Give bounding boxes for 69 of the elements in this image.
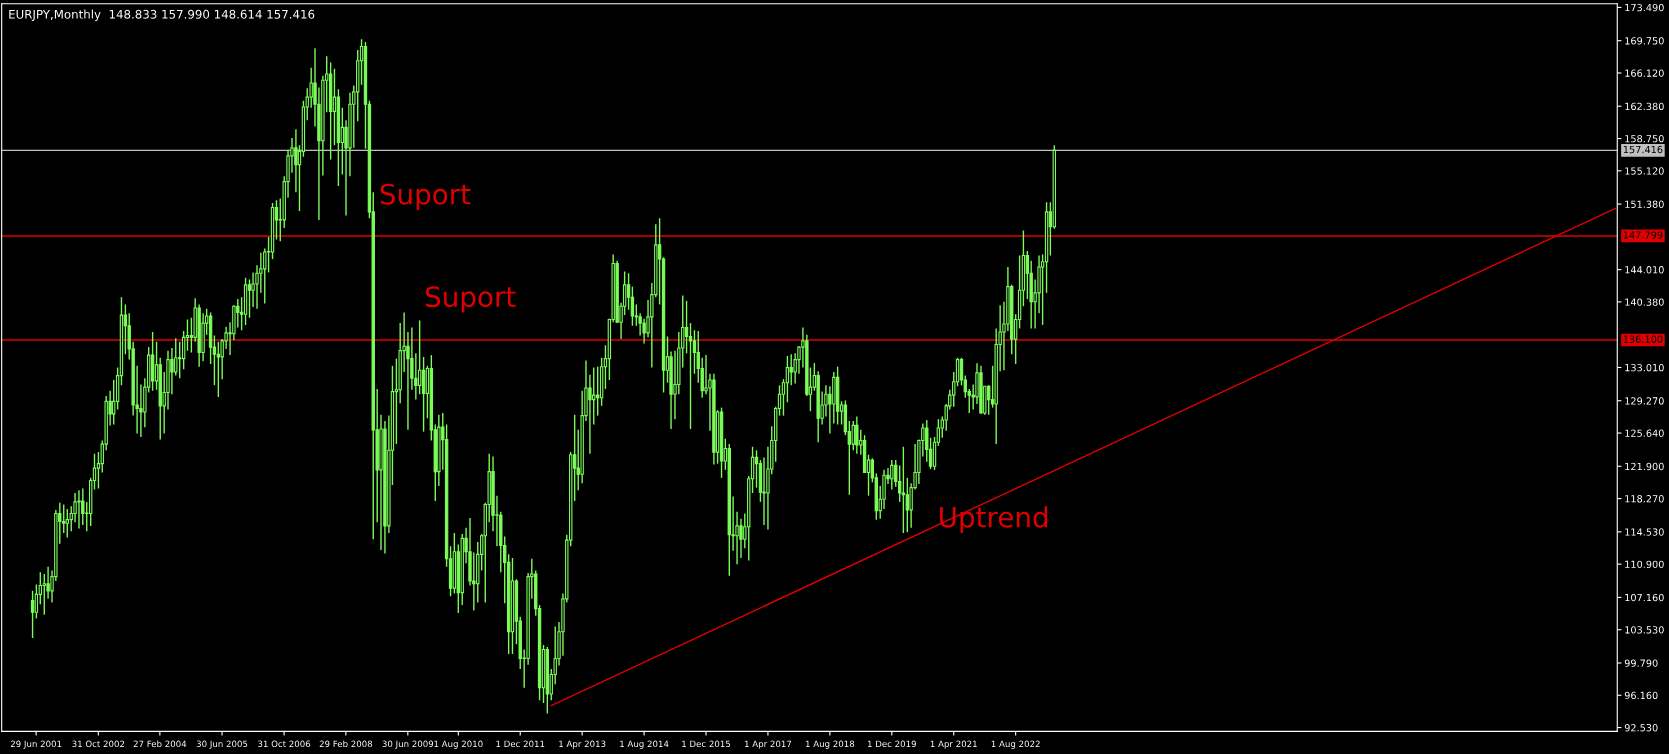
candlestick <box>30 590 35 639</box>
candlestick <box>901 446 906 534</box>
ref-line-label: 136.100 <box>1623 335 1663 343</box>
candlestick <box>216 341 221 398</box>
y-tick-label: 103.530 <box>1625 626 1664 634</box>
x-tick-label: 1 Dec 2015 <box>682 740 731 748</box>
chart-title: EURJPY,Monthly 148.833 157.990 148.614 157.416 <box>9 9 315 22</box>
candlestick <box>34 583 39 620</box>
annotation: Suport <box>380 183 471 211</box>
y-tick-label: 99.790 <box>1624 659 1658 667</box>
x-tick-label: 1 Apr 2017 <box>745 740 792 749</box>
x-tick-label: 31 Oct 2006 <box>258 740 311 748</box>
ref-line-label: 147.799 <box>1623 231 1663 239</box>
x-tick-label: 30 Jun 2005 <box>196 740 248 749</box>
y-tick-label: 121.900 <box>1625 462 1664 471</box>
x-tick-label: 1 Aug 2010 <box>434 740 483 749</box>
x-tick-label: 1 Aug 2018 <box>805 740 855 749</box>
candlestick <box>905 477 910 533</box>
candlestick <box>692 329 697 375</box>
x-tick-label: 27 Feb 2004 <box>133 740 187 748</box>
candlestick <box>762 456 766 526</box>
candlestick <box>642 317 646 345</box>
y-tick-label: 169.750 <box>1625 37 1664 45</box>
ref-line-label: 157.416 <box>1623 145 1663 154</box>
candlestick <box>595 365 600 417</box>
candlestick <box>897 464 902 503</box>
candlestick <box>77 489 81 530</box>
y-tick-label: 166.120 <box>1625 69 1664 77</box>
x-tick-label: 31 Oct 2002 <box>72 740 125 748</box>
y-tick-label: 118.270 <box>1625 495 1664 503</box>
x-tick-label: 1 Apr 2021 <box>930 740 977 749</box>
annotation: Suport <box>425 286 516 313</box>
candlestick <box>789 353 793 387</box>
candlestick <box>855 415 859 455</box>
candlestick <box>630 285 635 327</box>
y-tick-label: 144.010 <box>1625 266 1664 274</box>
x-tick-label: 1 Aug 2014 <box>620 740 669 749</box>
candlestick <box>247 278 252 319</box>
candlestick <box>688 322 693 430</box>
y-tick-label: 173.490 <box>1625 3 1664 12</box>
y-tick-label: 125.640 <box>1625 429 1664 437</box>
candlestick <box>890 459 894 491</box>
candlestick <box>592 366 596 426</box>
candlestick <box>62 503 66 534</box>
y-tick-label: 110.900 <box>1625 560 1664 568</box>
candlestick <box>170 347 174 395</box>
y-tick-label: 162.380 <box>1625 102 1664 111</box>
y-tick-label: 114.530 <box>1625 528 1664 536</box>
candlestick <box>65 508 69 539</box>
candlestick <box>177 341 182 379</box>
candlestick <box>684 300 689 355</box>
y-tick-label: 133.010 <box>1625 363 1664 372</box>
y-tick-label: 92.530 <box>1624 724 1658 732</box>
x-tick-label: 1 Aug 2022 <box>991 740 1040 749</box>
y-tick-label: 151.380 <box>1625 200 1664 208</box>
y-tick-label: 158.750 <box>1625 135 1664 143</box>
x-tick-label: 30 Jun 2009 <box>382 740 434 749</box>
y-tick-label: 129.270 <box>1625 397 1664 405</box>
x-tick-label: 1 Dec 2019 <box>867 740 916 748</box>
y-tick-label: 107.160 <box>1625 593 1664 602</box>
y-tick-label: 140.380 <box>1625 298 1664 306</box>
y-tick-label: 155.120 <box>1625 167 1664 175</box>
x-tick-label: 29 Jun 2001 <box>10 740 62 749</box>
y-tick-label: 96.160 <box>1624 691 1658 700</box>
candlestick <box>42 573 46 616</box>
x-tick-label: 1 Apr 2013 <box>559 740 606 749</box>
x-tick-label: 29 Feb 2008 <box>319 740 373 748</box>
annotation: Uptrend <box>940 506 1048 534</box>
x-tick-label: 1 Dec 2011 <box>496 740 545 748</box>
